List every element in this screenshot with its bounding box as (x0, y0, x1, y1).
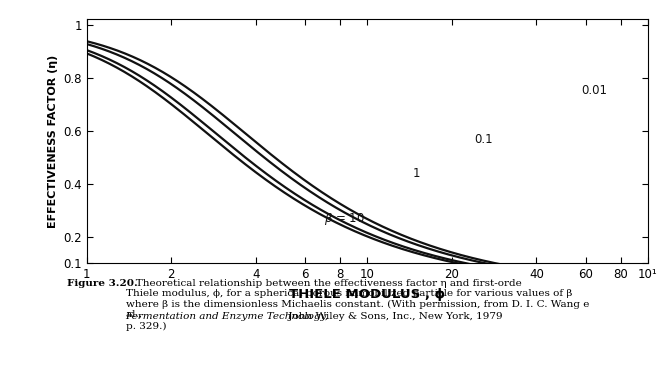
Text: John Wiley & Sons, Inc., New York, 1979: John Wiley & Sons, Inc., New York, 1979 (285, 312, 502, 321)
X-axis label: THIELE MODULUS , ϕ: THIELE MODULUS , ϕ (289, 288, 446, 301)
Text: 0.1: 0.1 (474, 134, 493, 146)
Text: Theoretical relationship between the effectiveness factor η and first-orde
Thiel: Theoretical relationship between the eff… (126, 279, 589, 319)
Text: $\beta$ = 10: $\beta$ = 10 (324, 211, 365, 228)
Y-axis label: EFFECTIVENESS FACTOR (η): EFFECTIVENESS FACTOR (η) (48, 55, 58, 228)
Text: 0.01: 0.01 (582, 84, 608, 98)
Text: 1: 1 (413, 166, 420, 180)
Text: p. 329.): p. 329.) (126, 322, 166, 332)
Text: Figure 3.20.: Figure 3.20. (67, 279, 138, 288)
Text: Fermentation and Enzyme Technology,: Fermentation and Enzyme Technology, (126, 312, 329, 321)
